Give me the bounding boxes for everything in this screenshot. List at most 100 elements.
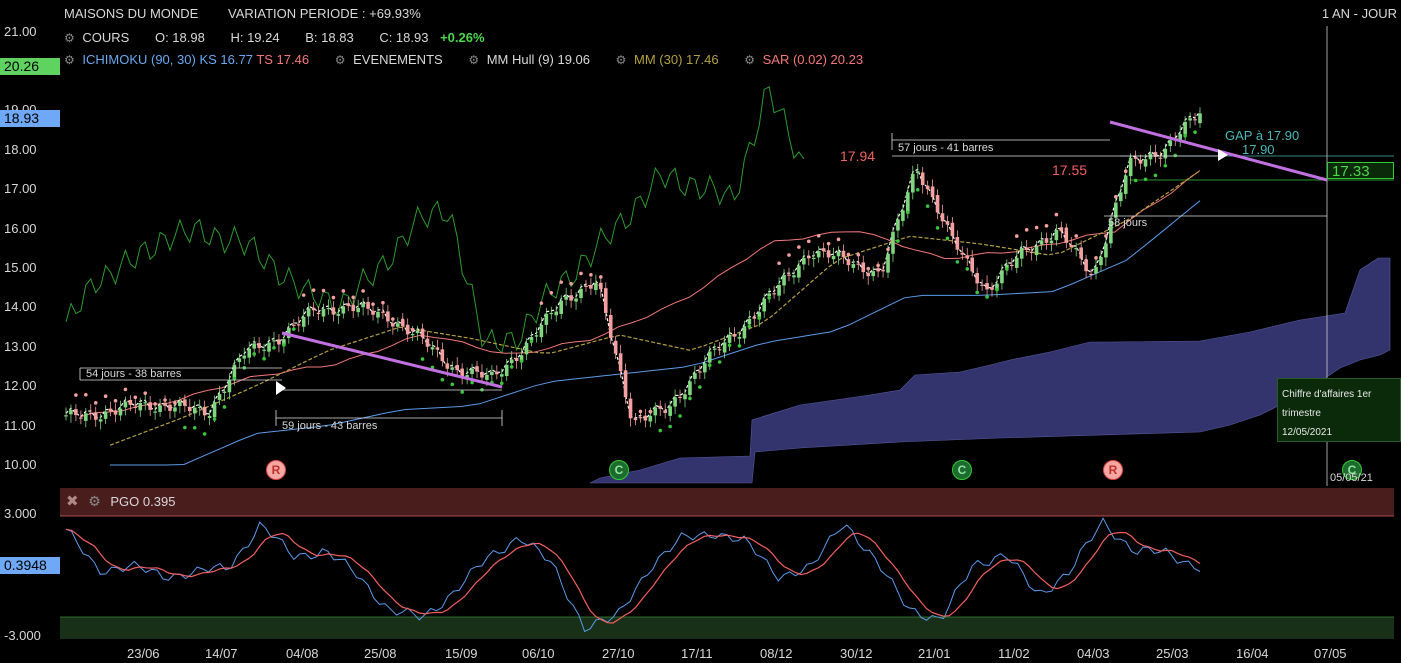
kijun-sen bbox=[110, 200, 1201, 466]
candle-body bbox=[346, 303, 351, 306]
candle-body bbox=[861, 262, 866, 273]
candle-body bbox=[628, 398, 633, 419]
candle-body bbox=[480, 371, 484, 378]
indicators-row: ⚙ ICHIMOKU (90, 30) KS 16.77 TS 17.46 ⚙ … bbox=[64, 52, 863, 67]
ks-value: KS 16.77 bbox=[199, 52, 253, 67]
candle-body bbox=[668, 406, 672, 416]
candle-body bbox=[183, 399, 187, 406]
candle-body bbox=[138, 402, 143, 411]
hull-dot bbox=[1133, 178, 1138, 183]
candle-body bbox=[321, 309, 326, 317]
sar-dot bbox=[816, 233, 821, 238]
event-marker-c[interactable]: C bbox=[952, 460, 972, 480]
candle-body bbox=[603, 288, 608, 313]
sar-dot bbox=[1084, 258, 1088, 263]
candle-body bbox=[802, 257, 806, 265]
candle-body bbox=[663, 410, 667, 413]
close-icon[interactable]: ✖ bbox=[66, 493, 79, 510]
candle-body bbox=[688, 381, 692, 395]
hull-dot bbox=[450, 382, 455, 387]
mm-label[interactable]: MM (30) bbox=[634, 52, 683, 67]
sar-dot bbox=[143, 391, 148, 395]
candle-body bbox=[306, 308, 311, 317]
event-marker-r[interactable]: R bbox=[266, 460, 286, 480]
candle-body bbox=[806, 256, 811, 259]
gear-icon[interactable]: ⚙ bbox=[615, 53, 627, 67]
candle-body bbox=[782, 275, 786, 286]
candle-body bbox=[361, 303, 365, 308]
event-marker-r[interactable]: R bbox=[1103, 460, 1123, 480]
candle-body bbox=[1034, 246, 1039, 256]
ichimoku-label[interactable]: ICHIMOKU (90, 30) bbox=[82, 52, 196, 67]
candle-body bbox=[460, 368, 464, 377]
gap-label: GAP à 17.90 bbox=[1225, 128, 1300, 143]
hull-dot bbox=[985, 295, 989, 299]
candle-body bbox=[896, 219, 900, 231]
sar-dot bbox=[549, 290, 554, 295]
price-chart[interactable] bbox=[0, 0, 1401, 488]
gear-icon[interactable]: ⚙ bbox=[88, 493, 101, 509]
candle-body bbox=[1138, 160, 1143, 164]
candle-body bbox=[79, 417, 83, 419]
gear-icon[interactable]: ⚙ bbox=[334, 53, 346, 67]
hull-dot bbox=[925, 204, 930, 208]
gear-icon[interactable]: ⚙ bbox=[468, 53, 480, 67]
sar-dot bbox=[608, 325, 613, 330]
sar-label[interactable]: SAR (0.02) 20.23 bbox=[762, 52, 864, 67]
pgo-value-tag: 0.3948 bbox=[0, 557, 60, 574]
candle-body bbox=[797, 265, 801, 278]
pgo-chart[interactable] bbox=[0, 488, 1401, 663]
candle-body bbox=[153, 411, 157, 413]
candle-body bbox=[84, 413, 88, 421]
sar-dot bbox=[539, 301, 544, 305]
candle-body bbox=[420, 328, 425, 338]
candle-body bbox=[529, 337, 534, 341]
candle-body bbox=[1193, 119, 1197, 121]
candle-body bbox=[549, 312, 554, 315]
event-marker-c[interactable]: C bbox=[609, 460, 629, 480]
candle-body bbox=[856, 263, 861, 265]
candle-body bbox=[1000, 270, 1004, 284]
sar-dot bbox=[410, 327, 415, 332]
evenements-label[interactable]: EVENEMENTS bbox=[353, 52, 443, 67]
cours-row: ⚙ COURS O: 18.98 H: 19.24 B: 18.83 C: 18… bbox=[64, 30, 485, 45]
hull-dot bbox=[1153, 173, 1158, 178]
gear-icon[interactable]: ⚙ bbox=[64, 31, 75, 45]
hull-dot bbox=[707, 363, 712, 368]
candle-body bbox=[767, 293, 771, 297]
candle-body bbox=[693, 373, 697, 379]
candle-body bbox=[594, 282, 598, 291]
gear-icon[interactable]: ⚙ bbox=[64, 53, 75, 67]
event-marker-c[interactable]: C bbox=[1342, 460, 1362, 480]
hull-dot bbox=[698, 385, 702, 389]
candle-body bbox=[757, 312, 762, 320]
candle-body bbox=[69, 410, 73, 415]
candle-body bbox=[638, 417, 643, 419]
candle-body bbox=[752, 316, 757, 319]
candle-body bbox=[1114, 202, 1118, 218]
gear-icon[interactable]: ⚙ bbox=[744, 53, 755, 67]
hull-dot bbox=[192, 425, 197, 430]
candle-body bbox=[1163, 148, 1168, 159]
pgo-y-tick: 3.000 bbox=[4, 506, 37, 521]
candle-body bbox=[415, 330, 420, 334]
hull-dot bbox=[420, 357, 425, 361]
x-tick: 21/01 bbox=[918, 646, 951, 661]
hull-label[interactable]: MM Hull (9) 19.06 bbox=[486, 52, 591, 67]
candle-body bbox=[440, 349, 445, 362]
candle-body bbox=[975, 273, 979, 284]
sar-dot bbox=[400, 318, 405, 323]
sar-dot bbox=[589, 273, 593, 277]
sar-dot bbox=[886, 247, 890, 252]
candle-body bbox=[519, 355, 524, 362]
candle-body bbox=[866, 273, 871, 277]
sar-dot bbox=[1054, 212, 1059, 217]
candle-body bbox=[247, 348, 252, 358]
candle-body bbox=[554, 311, 559, 316]
sar-dot bbox=[361, 289, 365, 293]
candle-body bbox=[326, 308, 331, 310]
hull-dot bbox=[1005, 267, 1009, 271]
candle-body bbox=[792, 275, 796, 278]
period-selector[interactable]: 1 AN - JOUR bbox=[1321, 6, 1397, 21]
candle-body bbox=[995, 283, 999, 291]
